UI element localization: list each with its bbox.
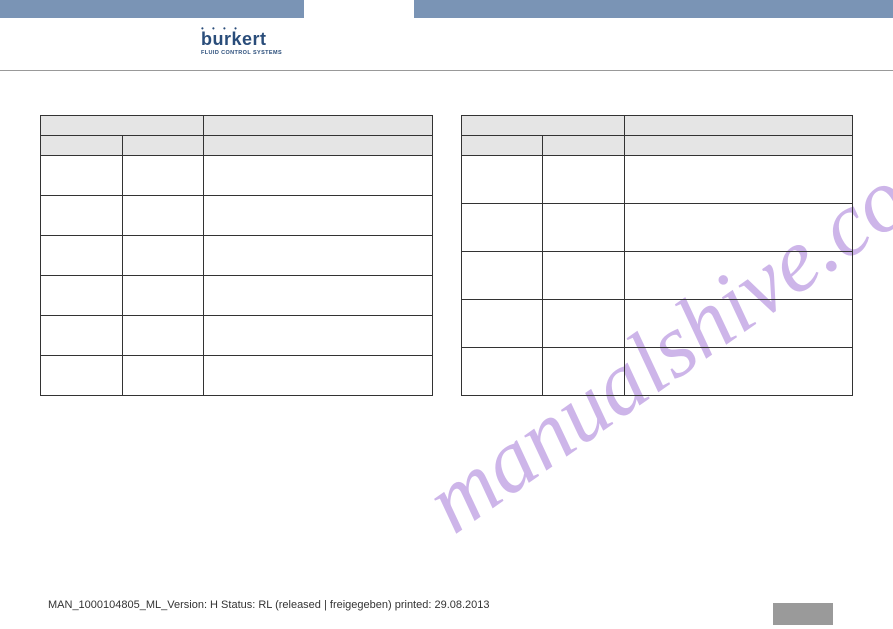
table-cell: [461, 300, 543, 348]
table-header: [41, 136, 123, 156]
table-header: [41, 116, 204, 136]
table-header: [461, 136, 543, 156]
table-cell: [543, 204, 625, 252]
table-cell: [122, 236, 204, 276]
table-header: [204, 136, 432, 156]
table-cell: [41, 156, 123, 196]
table-cell: [122, 196, 204, 236]
table-cell: [41, 316, 123, 356]
table-cell: [204, 236, 432, 276]
table-cell: [624, 204, 852, 252]
table-header: [624, 116, 852, 136]
footer-text: MAN_1000104805_ML_Version: H Status: RL …: [48, 599, 490, 611]
logo-brand: burkert: [201, 30, 301, 48]
table-cell: [204, 276, 432, 316]
table-cell: [204, 356, 432, 396]
table-cell: [461, 156, 543, 204]
table-cell: [204, 196, 432, 236]
table-cell: [461, 204, 543, 252]
top-bar-left: [0, 0, 304, 18]
table-cell: [624, 348, 852, 396]
tables-container: [40, 115, 853, 396]
table-cell: [624, 156, 852, 204]
table-cell: [543, 348, 625, 396]
table-cell: [543, 300, 625, 348]
table-cell: [122, 356, 204, 396]
table-cell: [41, 276, 123, 316]
table-cell: [204, 316, 432, 356]
table-cell: [122, 316, 204, 356]
table-header: [122, 136, 204, 156]
table-cell: [41, 356, 123, 396]
table-header: [461, 116, 624, 136]
left-table: [40, 115, 433, 396]
table-cell: [461, 252, 543, 300]
table-header: [543, 136, 625, 156]
page-number-box: [773, 603, 833, 625]
table-cell: [543, 252, 625, 300]
header-divider: [0, 70, 893, 71]
table-cell: [461, 348, 543, 396]
table-header: [204, 116, 432, 136]
table-cell: [624, 300, 852, 348]
table-cell: [41, 196, 123, 236]
table-cell: [122, 276, 204, 316]
table-cell: [543, 156, 625, 204]
top-bar-right: [414, 0, 893, 18]
right-table: [461, 115, 854, 396]
table-header: [624, 136, 852, 156]
table-cell: [122, 156, 204, 196]
table-cell: [624, 252, 852, 300]
table-cell: [41, 236, 123, 276]
logo-subtitle: FLUID CONTROL SYSTEMS: [201, 50, 301, 56]
logo: • • • • burkert FLUID CONTROL SYSTEMS: [201, 28, 301, 56]
table-cell: [204, 156, 432, 196]
